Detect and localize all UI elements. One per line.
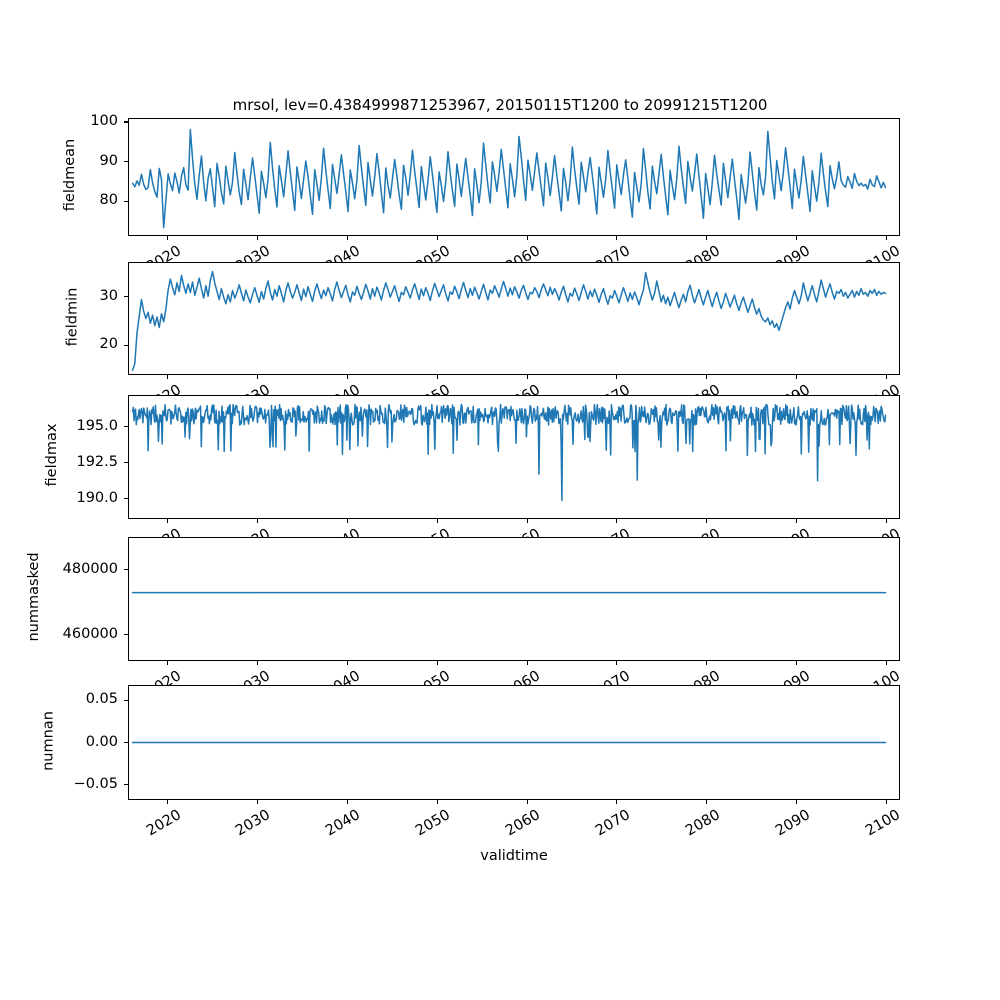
ytick-mark — [124, 200, 128, 202]
data-line-fieldmax — [133, 405, 886, 501]
y-axis-label-numnan: numnan — [40, 710, 56, 771]
xtick-mark — [256, 236, 258, 240]
xtick-mark — [346, 519, 348, 523]
xtick-mark — [706, 519, 708, 523]
xtick-mark — [346, 800, 348, 804]
x-axis-label: validtime — [480, 848, 548, 864]
xtick-mark — [706, 661, 708, 665]
xtick-mark — [616, 800, 618, 804]
xtick-mark — [526, 236, 528, 240]
xtick-mark — [167, 519, 169, 523]
xtick-mark — [886, 519, 888, 523]
data-line-fieldmin — [133, 272, 886, 371]
xtick-mark — [346, 375, 348, 379]
xtick-mark — [706, 800, 708, 804]
xtick-mark — [167, 800, 169, 804]
xtick-mark — [616, 519, 618, 523]
xtick-mark — [796, 519, 798, 523]
xtick-mark — [436, 800, 438, 804]
ytick-label: 195.0 — [76, 417, 118, 434]
ytick-mark — [124, 296, 128, 298]
ytick-mark — [124, 426, 128, 428]
xtick-mark — [167, 661, 169, 665]
xtick-mark — [616, 661, 618, 665]
ytick-mark — [124, 121, 128, 123]
xtick-mark — [346, 661, 348, 665]
y-axis-label-fieldmax: fieldmax — [44, 423, 60, 487]
xtick-mark — [616, 375, 618, 379]
ytick-label: 30 — [99, 287, 118, 304]
xtick-mark — [526, 661, 528, 665]
xtick-mark — [436, 375, 438, 379]
ytick-label: 0.00 — [85, 733, 118, 750]
ytick-label: 100 — [90, 112, 118, 129]
data-line-fieldmean — [133, 130, 886, 228]
xtick-mark — [706, 375, 708, 379]
plot-panel-fieldmin — [128, 262, 900, 375]
ytick-label: 90 — [99, 152, 118, 169]
xtick-mark — [886, 661, 888, 665]
y-axis-label-fieldmin: fieldmin — [64, 287, 80, 346]
xtick-mark — [167, 375, 169, 379]
ytick-mark — [124, 569, 128, 571]
ytick-label: 480000 — [62, 560, 118, 577]
xtick-mark — [796, 236, 798, 240]
xtick-mark — [436, 661, 438, 665]
ytick-mark — [124, 634, 128, 636]
ytick-label: 192.5 — [76, 453, 118, 470]
xtick-mark — [167, 236, 169, 240]
xtick-mark — [526, 800, 528, 804]
xtick-mark — [886, 800, 888, 804]
plot-panel-fieldmax — [128, 395, 900, 519]
plot-panel-fieldmean — [128, 118, 900, 236]
ytick-mark — [124, 462, 128, 464]
xtick-mark — [616, 236, 618, 240]
ytick-mark — [124, 742, 128, 744]
xtick-mark — [256, 661, 258, 665]
xtick-mark — [886, 375, 888, 379]
plot-panel-numnan — [128, 685, 900, 800]
plot-panel-nummasked — [128, 537, 900, 661]
ytick-label: 190.0 — [76, 489, 118, 506]
ytick-mark — [124, 344, 128, 346]
figure-title: mrsol, lev=0.4384999871253967, 20150115T… — [232, 96, 768, 114]
xtick-mark — [706, 236, 708, 240]
xtick-mark — [436, 519, 438, 523]
ytick-mark — [124, 699, 128, 701]
ytick-label: 460000 — [62, 625, 118, 642]
xtick-mark — [526, 375, 528, 379]
xtick-mark — [796, 375, 798, 379]
xtick-mark — [436, 236, 438, 240]
ytick-mark — [124, 161, 128, 163]
ytick-label: 20 — [99, 336, 118, 353]
xtick-mark — [886, 236, 888, 240]
ytick-mark — [124, 498, 128, 500]
xtick-mark — [256, 800, 258, 804]
ytick-label: 80 — [99, 192, 118, 209]
ytick-mark — [124, 784, 128, 786]
xtick-mark — [796, 661, 798, 665]
xtick-mark — [526, 519, 528, 523]
xtick-mark — [796, 800, 798, 804]
ytick-label: 0.05 — [85, 691, 118, 708]
xtick-mark — [346, 236, 348, 240]
xtick-mark — [256, 519, 258, 523]
ytick-label: −0.05 — [73, 775, 118, 792]
xtick-mark — [256, 375, 258, 379]
